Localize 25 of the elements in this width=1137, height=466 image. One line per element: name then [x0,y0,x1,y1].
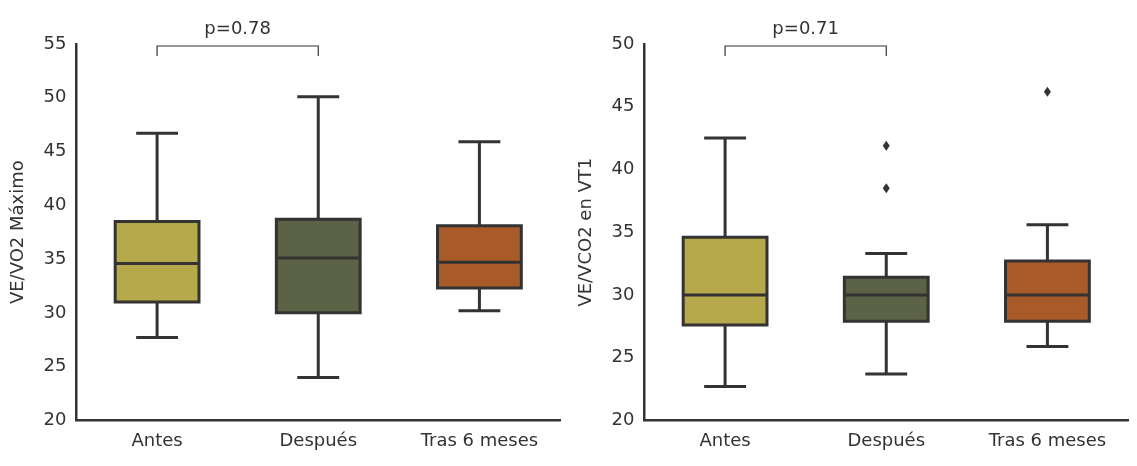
text: p=0.71 [772,16,839,38]
y-tick-label: 35 [43,246,67,268]
y-tick-label: 40 [43,192,67,214]
y-tick-label: 20 [43,408,67,430]
x-tick-label: Después [279,428,358,450]
x-tick-label: Tras 6 meses [419,428,539,450]
x-tick-label: Antes [131,428,183,450]
y-tick-label: 45 [611,94,635,116]
y-tick-label: 50 [611,31,635,53]
y-tick-label: 25 [611,345,635,367]
y-tick-label: 50 [43,85,67,107]
y-axis-title: VE/VO2 Máximo [6,160,28,305]
y-tick-label: 45 [43,139,67,161]
x-tick-label: Tras 6 meses [987,428,1107,450]
text: p=0.78 [204,16,271,38]
y-tick-label: 35 [611,219,635,241]
y-tick-label: 30 [43,300,67,322]
y-tick-label: 25 [43,354,67,376]
y-tick-label: 55 [43,31,67,53]
y-tick-label: 20 [611,408,635,430]
y-axis-title: VE/VCO2 en VT1 [574,157,596,307]
y-tick-label: 30 [611,282,635,304]
x-tick-label: Después [847,428,926,450]
y-tick-label: 40 [611,157,635,179]
x-tick-label: Antes [699,428,751,450]
